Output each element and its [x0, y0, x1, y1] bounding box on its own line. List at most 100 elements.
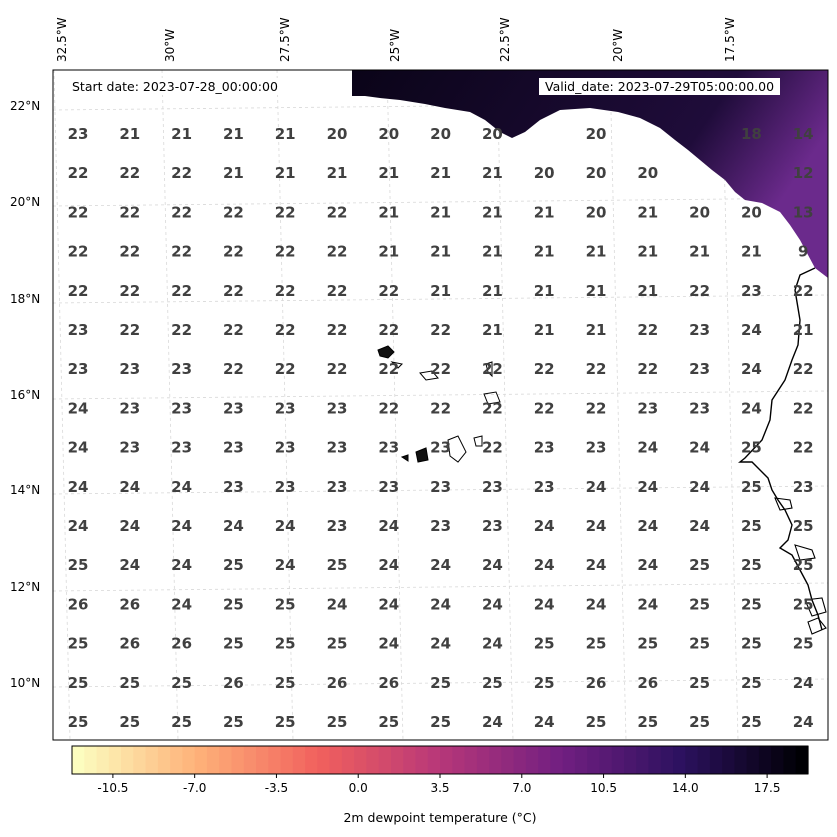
- colorbar-tick-label: 10.5: [590, 781, 617, 795]
- grid-cell-value: 25: [793, 556, 814, 574]
- colorbar-segment: [231, 746, 245, 774]
- grid-cell-value: 25: [327, 713, 348, 731]
- grid-cell-value: 22: [637, 321, 658, 339]
- grid-cell-value: 14: [793, 125, 814, 143]
- grid-cell-value: 22: [223, 360, 244, 378]
- grid-cell-value: 22: [534, 360, 555, 378]
- grid-cell-value: 21: [689, 243, 710, 261]
- grid-cell-value: 22: [275, 203, 296, 221]
- grid-cell-value: 26: [378, 674, 399, 692]
- grid-cell-value: 25: [741, 517, 762, 535]
- colorbar-segment: [538, 746, 551, 774]
- grid-cell-value: 24: [430, 635, 451, 653]
- colorbar-segment: [427, 746, 441, 774]
- latitude-label: 14°N: [10, 483, 40, 497]
- grid-cell-value: 25: [68, 674, 89, 692]
- grid-cell-value: 25: [119, 713, 140, 731]
- grid-cell-value: 25: [689, 635, 710, 653]
- grid-cell-value: 24: [637, 439, 658, 457]
- grid-cell-value: 24: [68, 439, 89, 457]
- latitude-label: 16°N: [10, 388, 40, 402]
- grid-cell-value: 21: [430, 203, 451, 221]
- grid-cell-value: 21: [534, 282, 555, 300]
- grid-cell-value: 25: [68, 713, 89, 731]
- colorbar-segment: [145, 746, 159, 774]
- longitude-label: 30°W: [163, 29, 177, 62]
- grid-cell-value: 25: [223, 556, 244, 574]
- grid-cell-value: 25: [741, 713, 762, 731]
- latitude-label: 18°N: [10, 292, 40, 306]
- grid-cell-value: 24: [534, 595, 555, 613]
- colorbar-label: 2m dewpoint temperature (°C): [343, 810, 536, 825]
- colorbar-segment: [525, 746, 539, 774]
- latitude-label: 20°N: [10, 195, 40, 209]
- colorbar-segment: [415, 746, 429, 774]
- grid-cell-value: 26: [586, 674, 607, 692]
- colorbar-segment: [489, 746, 502, 774]
- colorbar-tick-label: 0.0: [349, 781, 368, 795]
- grid-cell-value: 24: [119, 556, 140, 574]
- grid-cell-value: 22: [68, 243, 89, 261]
- grid-cell-value: 24: [378, 635, 399, 653]
- grid-cell-value: 22: [119, 164, 140, 182]
- grid-cell-value: 23: [430, 439, 451, 457]
- grid-cell-value: 25: [430, 713, 451, 731]
- grid-cell-value: 20: [327, 125, 348, 143]
- grid-cell-value: 22: [793, 282, 814, 300]
- grid-cell-value: 24: [68, 478, 89, 496]
- colorbar-tick-label: -7.0: [183, 781, 206, 795]
- grid-cell-value: 22: [793, 399, 814, 417]
- grid-cell-value: 24: [482, 595, 503, 613]
- colorbar-segment: [341, 746, 355, 774]
- grid-cell-value: 22: [275, 282, 296, 300]
- grid-cell-value: 20: [482, 125, 503, 143]
- grid-cell-value: 22: [793, 439, 814, 457]
- grid-cell-value: 22: [327, 243, 348, 261]
- grid-cell-value: 21: [378, 243, 399, 261]
- colorbar-segment: [452, 746, 466, 774]
- grid-cell-value: 20: [586, 203, 607, 221]
- grid-cell-value: 22: [378, 321, 399, 339]
- grid-cell-value: 24: [430, 595, 451, 613]
- grid-cell-value: 25: [793, 517, 814, 535]
- grid-cell-value: 21: [223, 125, 244, 143]
- grid-cell-value: 24: [171, 595, 192, 613]
- colorbar-segment: [403, 746, 417, 774]
- colorbar-segment: [464, 746, 478, 774]
- grid-cell-value: 25: [68, 635, 89, 653]
- grid-cell-value: 24: [275, 517, 296, 535]
- colorbar-segment: [476, 746, 490, 774]
- grid-cell-value: 25: [482, 674, 503, 692]
- grid-cell-value: 22: [430, 321, 451, 339]
- colorbar-segment: [243, 746, 257, 774]
- grid-cell-value: 26: [327, 674, 348, 692]
- grid-cell-value: 25: [586, 635, 607, 653]
- graticule: [53, 70, 828, 740]
- grid-cell-value: 24: [534, 713, 555, 731]
- grid-cell-value: 24: [482, 556, 503, 574]
- grid-cell-value: 25: [793, 595, 814, 613]
- grid-cell-value: 25: [223, 635, 244, 653]
- grid-cell-value: 24: [637, 595, 658, 613]
- grid-cell-value: 22: [586, 399, 607, 417]
- grid-cell-value: 22: [119, 203, 140, 221]
- grid-cell-value: 22: [482, 399, 503, 417]
- grid-cell-value: 23: [119, 360, 140, 378]
- land-region: [352, 70, 828, 635]
- grid-cell-value: 24: [223, 517, 244, 535]
- grid-cell-value: 23: [534, 478, 555, 496]
- grid-cell-value: 23: [689, 321, 710, 339]
- longitude-label: 27.5°W: [278, 17, 292, 62]
- grid-cell-value: 24: [637, 478, 658, 496]
- grid-cell-value: 23: [119, 399, 140, 417]
- colorbar-segment: [72, 746, 85, 774]
- colorbar-segment: [329, 746, 343, 774]
- grid-cell-value: 21: [482, 321, 503, 339]
- grid-cell-value: 24: [171, 478, 192, 496]
- colorbar-segment: [795, 746, 809, 774]
- colorbar-segment: [121, 746, 134, 774]
- grid-cell-value: 22: [637, 360, 658, 378]
- grid-cell-value: 20: [430, 125, 451, 143]
- grid-cell-value: 22: [534, 399, 555, 417]
- grid-cell-value: 24: [171, 517, 192, 535]
